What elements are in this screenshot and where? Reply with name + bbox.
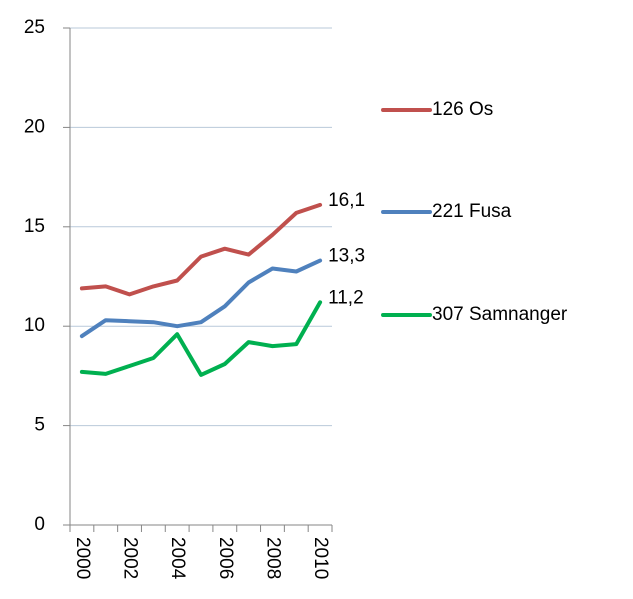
y-tick-label: 25 — [24, 17, 45, 38]
x-tick-label: 2004 — [167, 537, 188, 580]
data-label: 11,2 — [328, 287, 364, 308]
x-tick-label: 2002 — [120, 537, 141, 579]
series-line — [79, 202, 323, 297]
data-label: 13,3 — [328, 246, 365, 267]
y-tick-label: 0 — [34, 514, 45, 535]
x-tick-label: 2000 — [72, 537, 93, 579]
series-line — [79, 300, 323, 377]
series-line — [79, 258, 323, 339]
y-tick-label: 20 — [24, 116, 45, 137]
legend-label: 126 Os — [432, 99, 493, 120]
x-tick-label: 2010 — [310, 537, 331, 579]
data-label: 16,1 — [328, 190, 365, 211]
y-tick-label: 5 — [34, 415, 45, 436]
y-tick-label: 10 — [24, 315, 45, 336]
legend-label: 221 Fusa — [432, 201, 512, 222]
x-tick-label: 2006 — [215, 537, 236, 579]
legend-label: 307 Samnanger — [432, 304, 568, 325]
x-tick-label: 2008 — [262, 537, 283, 579]
y-tick-label: 15 — [24, 216, 45, 237]
